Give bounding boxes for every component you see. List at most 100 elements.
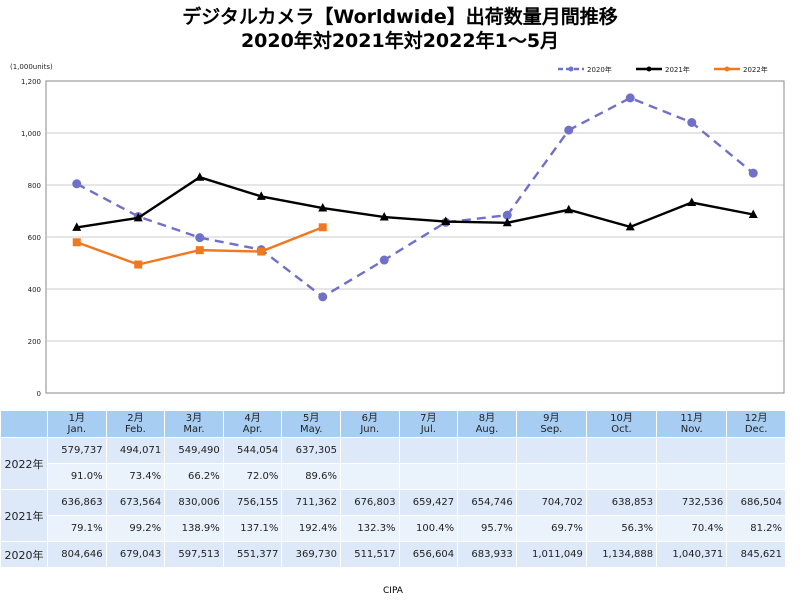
data-point: [564, 125, 574, 135]
units-cell: 579,737: [47, 437, 107, 464]
data-point: [687, 118, 697, 128]
table-row-pct: 91.0% 73.4% 66.2% 72.0% 89.6%: [1, 463, 786, 490]
month-header: 12月 Dec.: [726, 410, 786, 438]
pct-cell: 69.7%: [515, 515, 587, 542]
year-label: 2021年: [0, 489, 48, 542]
chart-title-line1: デジタルカメラ【Worldwide】出荷数量月間推移: [182, 6, 618, 28]
units-cell: [726, 437, 786, 464]
data-point: [72, 179, 82, 189]
units-cell: 676,803: [339, 489, 400, 516]
month-header: 1月 Jan.: [47, 410, 107, 438]
series-line-2020年: [76, 96, 755, 299]
units-cell: 551,377: [222, 541, 283, 568]
legend-label: 2022年: [743, 65, 768, 74]
legend-marker: [568, 66, 574, 72]
units-cell: 732,536: [656, 489, 728, 516]
units-cell: [515, 437, 587, 464]
units-cell: [339, 437, 400, 464]
units-cell: 636,863: [47, 489, 107, 516]
data-point: [72, 222, 82, 231]
y-axis-unit: (1,000units): [10, 63, 53, 71]
data-point: [318, 223, 327, 232]
legend-label: 2020年: [587, 65, 612, 74]
year-label: 2022年: [0, 437, 48, 490]
data-point: [257, 247, 266, 256]
y-tick-label: 800: [28, 182, 41, 190]
data-point: [625, 93, 635, 103]
table-row: 2020年 804,646 679,043 597,513 551,377 369,730…: [0, 541, 786, 568]
units-cell: 656,604: [398, 541, 459, 568]
units-cell: 679,043: [105, 541, 166, 568]
pct-cell: 81.2%: [726, 515, 786, 542]
y-tick-label: 1,200: [21, 78, 41, 86]
y-tick-label: 400: [28, 286, 41, 294]
pct-cell: 137.1%: [222, 515, 283, 542]
legend-label: 2021年: [665, 65, 690, 74]
data-point: [72, 238, 81, 247]
data-point: [748, 209, 758, 219]
units-cell: 369,730: [281, 541, 341, 568]
data-point: [195, 246, 204, 255]
units-cell: 544,054: [222, 437, 283, 464]
data-point: [195, 172, 205, 181]
pct-cell: 100.4%: [398, 515, 459, 542]
units-cell: [585, 437, 658, 464]
units-cell: 597,513: [164, 541, 224, 568]
month-header: 11月 Nov.: [656, 410, 728, 438]
units-cell: 494,071: [105, 437, 166, 464]
pct-cell: 73.4%: [105, 463, 166, 490]
pct-cell: [515, 463, 587, 490]
y-tick-label: 200: [28, 338, 41, 346]
pct-cell: [398, 463, 459, 490]
month-header: 3月 Mar.: [164, 410, 224, 438]
units-cell: 654,746: [457, 489, 517, 516]
units-cell: 830,006: [164, 489, 224, 516]
data-point: [133, 212, 143, 222]
pct-cell: 70.4%: [656, 515, 728, 542]
units-cell: [398, 437, 459, 464]
month-header: 6月 Jun.: [339, 410, 400, 438]
legend-marker: [724, 66, 730, 72]
units-cell: 549,490: [164, 437, 224, 464]
data-point: [687, 197, 697, 207]
line-chart: 0 200 400 600 800 1,000 1,200 (1,000units) 2020年…: [10, 63, 785, 398]
data-point: [195, 233, 205, 243]
month-header: 5月 May.: [281, 410, 341, 438]
pct-cell: [339, 463, 400, 490]
pct-cell: 138.9%: [164, 515, 224, 542]
pct-cell: 132.3%: [339, 515, 400, 542]
pct-cell: 79.1%: [47, 515, 107, 542]
month-header: 10月 Oct.: [585, 410, 658, 438]
units-cell: 638,853: [585, 489, 658, 516]
y-tick-label: 0: [37, 390, 41, 398]
year-label: 2020年: [0, 541, 48, 568]
pct-cell: 72.0%: [222, 463, 283, 490]
pct-cell: 91.0%: [47, 463, 107, 490]
pct-cell: [457, 463, 517, 490]
chart-title-line2: 2020年対2021年対2022年1～5月: [240, 30, 560, 52]
data-point: [318, 292, 328, 302]
data-point: [379, 255, 389, 265]
legend-marker: [646, 66, 652, 72]
pct-cell: 95.7%: [457, 515, 517, 542]
pct-cell: 192.4%: [281, 515, 341, 542]
units-cell: 637,305: [281, 437, 341, 464]
data-point: [564, 204, 574, 214]
units-cell: [457, 437, 517, 464]
data-point: [134, 260, 143, 269]
data-point: [256, 191, 266, 200]
data-point: [441, 216, 451, 226]
data-point: [379, 212, 389, 221]
pct-cell: 56.3%: [585, 515, 658, 542]
data-point: [625, 221, 635, 231]
month-header: 2月 Feb.: [105, 410, 166, 438]
units-cell: 683,933: [457, 541, 517, 568]
y-tick-label: 1,000: [21, 130, 41, 138]
month-header: 9月 Sep.: [515, 410, 587, 438]
units-cell: 1,040,371: [656, 541, 728, 568]
pct-cell: [656, 463, 728, 490]
data-point: [502, 217, 512, 227]
data-point: [748, 168, 758, 178]
month-header: 7月 Jul.: [398, 410, 459, 438]
data-table: 1月 Jan. 2月 Feb. 3月 Mar. 4月 Apr. 5月 May. 6月 Jun. 7月 Ju…: [0, 410, 786, 568]
